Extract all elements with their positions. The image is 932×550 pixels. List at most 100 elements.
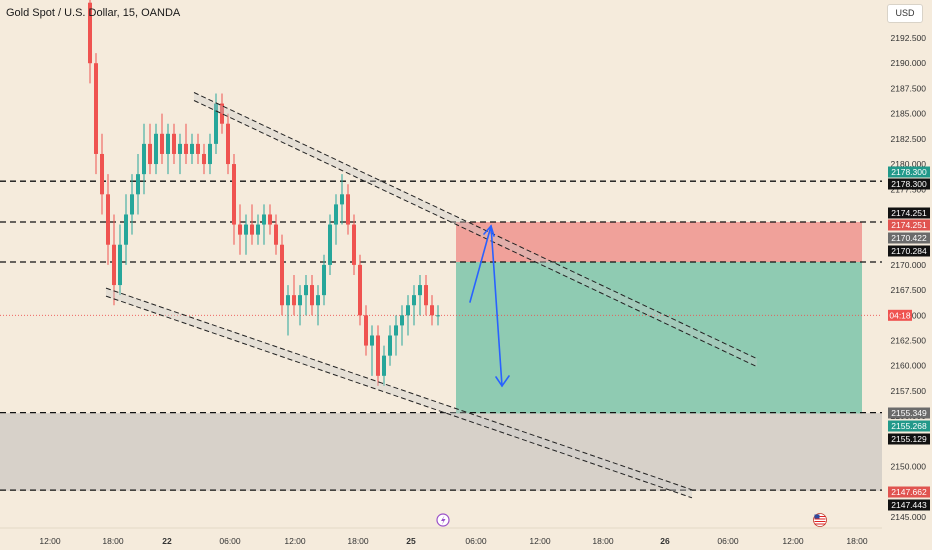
price-tag: 2174.251 [888, 207, 930, 219]
candle-body [136, 174, 140, 195]
candle-body [388, 335, 392, 356]
candle-body [298, 295, 302, 306]
y-tick-label: 2162.500 [891, 336, 927, 346]
channel-lower-band-edge-bottom [105, 295, 693, 499]
x-tick-label: 12:00 [39, 536, 61, 546]
candle-body [238, 224, 242, 235]
price-tag: 2147.443 [888, 499, 930, 511]
arrow-up-line [469, 225, 492, 303]
x-tick-label: 12:00 [284, 536, 306, 546]
price-tag-bg [888, 245, 930, 257]
candle-body [184, 143, 188, 154]
price-tag-bg [888, 407, 930, 419]
y-tick-label: 2182.500 [891, 134, 927, 144]
candle-body [166, 133, 170, 154]
candle-body [208, 143, 212, 165]
x-tick-label: 26 [660, 536, 670, 546]
candle-body [346, 194, 350, 225]
candle-body [100, 153, 104, 195]
price-tag-bg [888, 486, 930, 498]
price-tag-label: 2147.662 [891, 487, 927, 497]
y-tick-label: 2185.000 [891, 109, 927, 119]
candle-body [190, 143, 194, 154]
price-tag-label: 2178.300 [891, 179, 927, 189]
candle-body [124, 214, 128, 245]
candle-body [364, 315, 368, 346]
x-tick-label: 18:00 [102, 536, 124, 546]
channel-upper-band-fill [194, 92, 757, 367]
price-tag: 2170.422 [888, 232, 930, 244]
candle-body [142, 143, 146, 175]
y-tick-label: 2170.000 [891, 260, 927, 270]
price-tag: 2155.129 [888, 433, 930, 445]
candle-body [352, 224, 356, 265]
x-tick-label: 25 [406, 536, 416, 546]
candle-body [94, 63, 98, 154]
candle-body [244, 224, 248, 235]
price-tag: 2178.300 [888, 166, 930, 178]
trade-path-arrows [469, 224, 510, 388]
candle-body [172, 133, 176, 154]
channel-lower-band-edge-top [105, 287, 693, 491]
price-tag-label: 2147.443 [891, 500, 927, 510]
arrow-down-line [490, 225, 503, 387]
candle-body [322, 264, 326, 296]
price-tag-label: 2155.349 [891, 408, 927, 418]
price-tag: 2155.349 [888, 407, 930, 419]
candle-body [418, 285, 422, 296]
price-tag-label: 2174.251 [891, 220, 927, 230]
candle-body [262, 214, 266, 225]
channel-upper-band [193, 92, 758, 368]
levels-layer [0, 180, 882, 491]
x-tick-label: 18:00 [846, 536, 868, 546]
candle-body [112, 244, 116, 286]
axes-layer: 2145.0002147.5002150.0002152.5002155.000… [0, 33, 930, 546]
y-tick-label: 2145.000 [891, 512, 927, 522]
zones-layer [0, 222, 882, 491]
x-tick-label: 18:00 [347, 536, 369, 546]
candle-body [106, 194, 110, 245]
x-tick-label: 06:00 [465, 536, 487, 546]
x-tick-label: 06:00 [219, 536, 241, 546]
price-tag-bg [888, 420, 930, 432]
current-price-tag-label: 04:18 [889, 310, 911, 320]
x-tick-label: 12:00 [529, 536, 551, 546]
candle-body [118, 244, 122, 286]
x-tick-label: 06:00 [717, 536, 739, 546]
price-tag-bg [888, 232, 930, 244]
candle-body [214, 103, 218, 144]
candle-body [412, 295, 416, 306]
currency-button[interactable]: USD [887, 4, 923, 23]
candle-body [370, 335, 374, 346]
candle-body [286, 295, 290, 306]
x-tick-label: 22 [162, 536, 172, 546]
support-zone [0, 413, 882, 491]
price-tag: 2178.300 [888, 178, 930, 190]
lightning-event-icon [436, 513, 450, 527]
candle-body [226, 123, 230, 165]
price-tag-bg [888, 433, 930, 445]
candle-body [256, 224, 260, 235]
y-tick-label: 2157.500 [891, 386, 927, 396]
stop-loss-zone [456, 222, 862, 263]
candle-body [382, 355, 386, 376]
candle-body [376, 335, 380, 376]
candle-body [202, 153, 206, 165]
candle-body [292, 295, 296, 306]
candle-body [274, 224, 278, 245]
candle-body [424, 285, 428, 306]
symbol-title[interactable]: Gold Spot / U.S. Dollar, 15, OANDA [6, 7, 181, 19]
candle-body [268, 214, 272, 225]
x-tick-label: 18:00 [592, 536, 614, 546]
y-tick-label: 2167.500 [891, 285, 927, 295]
y-tick-label: 2187.500 [891, 83, 927, 93]
price-tag-bg [888, 166, 930, 178]
candle-body [304, 285, 308, 296]
price-tag: 2170.284 [888, 245, 930, 257]
price-tag: 2155.268 [888, 420, 930, 432]
y-tick-label: 2190.000 [891, 58, 927, 68]
candle-body [148, 143, 152, 165]
channel-lower-band-fill [106, 288, 692, 498]
